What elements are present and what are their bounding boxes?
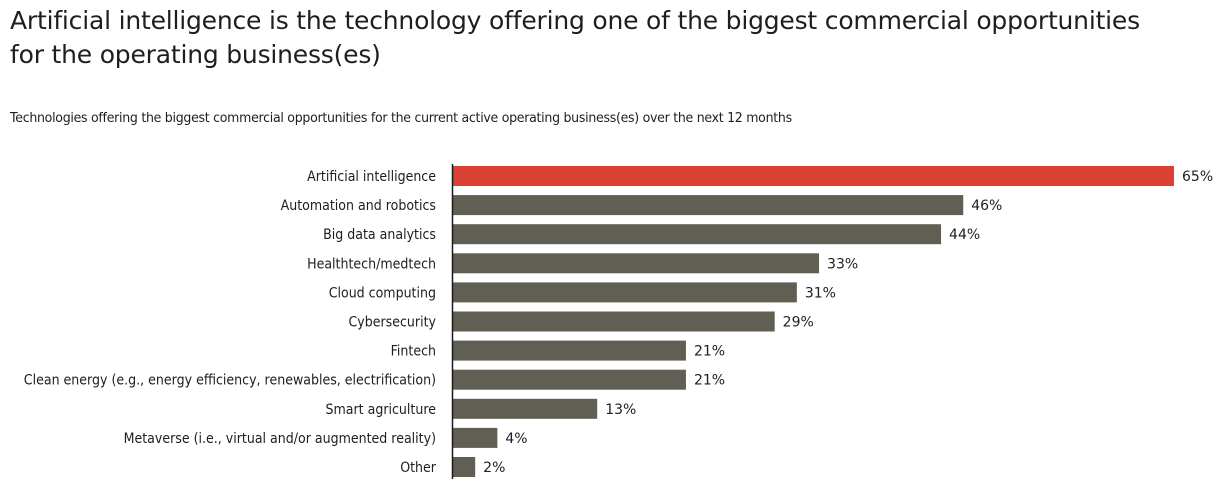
title-line-1: Artificial intelligence is the technolog… [10, 6, 1140, 35]
bar-4 [453, 282, 797, 303]
category-label: Smart agriculture [326, 402, 437, 418]
bar-8 [453, 398, 598, 419]
category-label: Clean energy (e.g., energy efficiency, r… [24, 373, 436, 389]
category-label: Fintech [391, 344, 436, 360]
category-label: Big data analytics [323, 227, 436, 243]
value-label: 29% [783, 315, 814, 331]
category-label: Artificial intelligence [307, 169, 436, 185]
value-label: 31% [805, 285, 836, 301]
value-labels-group: 65% 46% 44% 33% 31% 29% 21% 21% 13% 4%2% [483, 169, 1213, 476]
value-label: 44% [949, 227, 980, 243]
bar-9 [453, 427, 498, 448]
page-title: Artificial intelligence is the technolog… [10, 4, 1210, 72]
category-label: Other [400, 460, 436, 476]
category-label: Healthtech/medtech [307, 256, 436, 272]
value-label: 13% [605, 402, 636, 418]
bar-6 [453, 340, 686, 361]
bars-group [453, 166, 1174, 477]
value-label: 46% [971, 198, 1002, 214]
category-label: Cybersecurity [349, 315, 437, 331]
bar-10 [453, 457, 476, 477]
bar-5 [453, 311, 775, 332]
value-label: 21% [694, 344, 725, 360]
bar-3 [453, 253, 820, 274]
category-label: Cloud computing [329, 285, 436, 301]
title-line-2: for the operating business(es) [10, 40, 381, 69]
value-label: 65% [1182, 169, 1213, 185]
category-label: Metaverse (i.e., virtual and/or augmente… [124, 431, 436, 447]
bar-7 [453, 369, 686, 390]
category-labels-group: Artificial intelligence Automation and ro… [24, 169, 436, 476]
bar-1 [453, 195, 964, 216]
category-label: Automation and robotics [281, 198, 436, 214]
value-label: 4% [505, 431, 527, 447]
chart-subtitle: Technologies offering the biggest commer… [10, 110, 792, 126]
value-label: 2% [483, 460, 505, 476]
bar-0 [453, 166, 1174, 186]
value-label: 33% [827, 256, 858, 272]
value-label: 21% [694, 373, 725, 389]
bar-2 [453, 224, 942, 245]
